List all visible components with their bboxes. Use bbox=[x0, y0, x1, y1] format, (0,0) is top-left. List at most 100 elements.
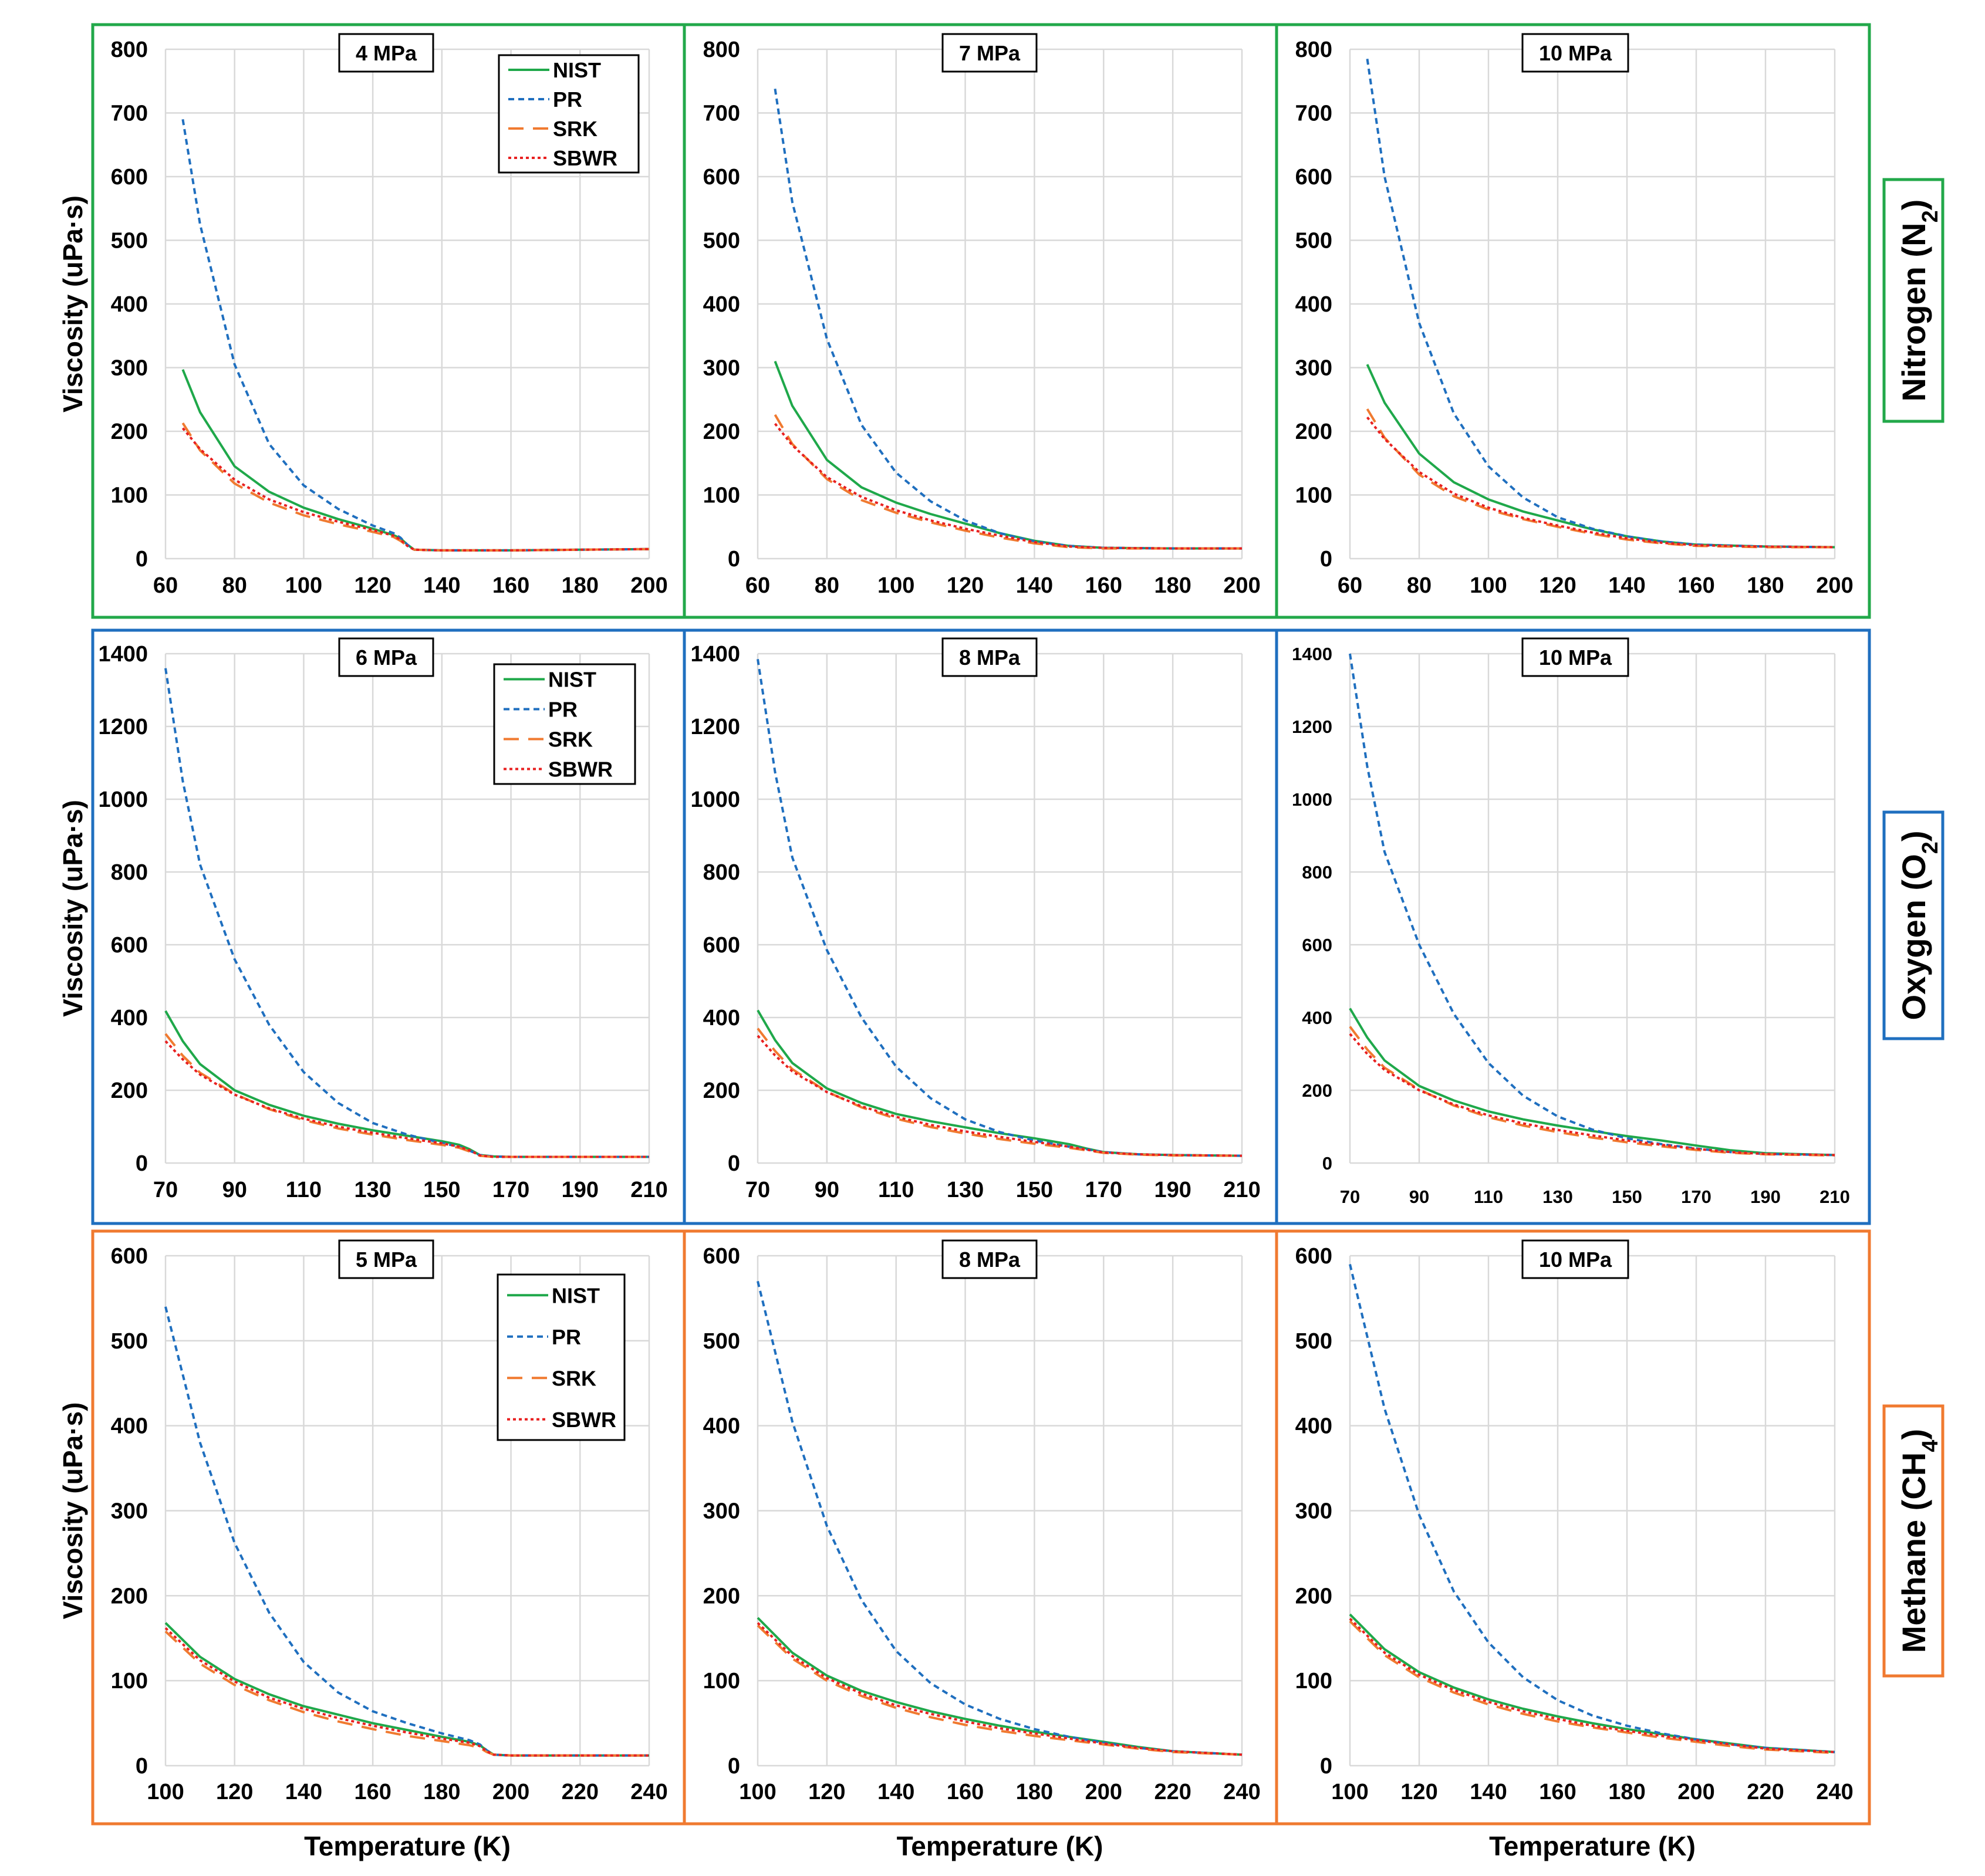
x-tick-label: 240 bbox=[1223, 1780, 1260, 1804]
y-tick-label: 100 bbox=[111, 1669, 148, 1694]
x-tick-label: 200 bbox=[492, 1780, 529, 1804]
y-tick-label: 700 bbox=[703, 102, 740, 126]
legend-label-nist: NIST bbox=[553, 58, 601, 82]
x-tick-label: 160 bbox=[1539, 1780, 1576, 1804]
series-line-nist bbox=[757, 1009, 1243, 1157]
panel-frame bbox=[683, 1229, 1278, 1826]
legend-label-pr: PR bbox=[553, 87, 582, 111]
y-tick-label: 1400 bbox=[690, 642, 740, 667]
x-tick-label: 120 bbox=[216, 1780, 253, 1804]
y-tick-label: 100 bbox=[703, 484, 740, 508]
x-tick-label: 200 bbox=[630, 573, 667, 598]
series-line-srk bbox=[181, 422, 650, 552]
y-tick-label: 0 bbox=[728, 547, 740, 572]
pressure-title-box bbox=[1521, 33, 1629, 73]
pressure-title-box bbox=[941, 1239, 1038, 1279]
pressure-title: 4 MPa bbox=[356, 41, 417, 65]
x-tick-label: 70 bbox=[1340, 1187, 1360, 1207]
x-tick-label: 200 bbox=[1085, 1780, 1122, 1804]
y-tick-label: 400 bbox=[111, 1414, 148, 1439]
x-tick-label: 100 bbox=[1331, 1780, 1368, 1804]
x-tick-label: 80 bbox=[1407, 573, 1432, 598]
series-line-pr bbox=[164, 1306, 649, 1757]
pressure-title-box bbox=[1521, 637, 1629, 677]
y-tick-label: 300 bbox=[703, 1499, 740, 1524]
x-tick-label: 220 bbox=[562, 1780, 599, 1804]
y-tick-label: 400 bbox=[703, 292, 740, 317]
y-tick-label: 800 bbox=[111, 860, 148, 885]
species-label-box bbox=[1882, 810, 1945, 1040]
series-line-pr bbox=[757, 1280, 1243, 1756]
y-axis-label: Viscosity (uPa·s) bbox=[58, 195, 88, 413]
x-tick-label: 90 bbox=[222, 1178, 247, 1202]
x-tick-label: 60 bbox=[745, 573, 770, 598]
x-tick-label: 210 bbox=[1819, 1187, 1850, 1207]
species-label-box bbox=[1882, 178, 1945, 423]
x-tick-label: 220 bbox=[1154, 1780, 1191, 1804]
x-tick-label: 120 bbox=[1400, 1780, 1437, 1804]
x-tick-label: 150 bbox=[1612, 1187, 1642, 1207]
y-tick-label: 0 bbox=[728, 1754, 740, 1779]
y-tick-label: 800 bbox=[1295, 38, 1332, 62]
y-tick-label: 200 bbox=[1295, 420, 1332, 444]
pressure-title-box bbox=[1521, 1239, 1629, 1279]
x-tick-label: 140 bbox=[1470, 1780, 1507, 1804]
pressure-title: 8 MPa bbox=[959, 1248, 1021, 1272]
y-tick-label: 600 bbox=[703, 1244, 740, 1269]
y-tick-label: 200 bbox=[111, 1584, 148, 1608]
y-tick-label: 800 bbox=[1302, 862, 1332, 883]
legend-label-srk: SRK bbox=[548, 728, 593, 752]
y-tick-label: 400 bbox=[111, 1006, 148, 1030]
series-line-pr bbox=[757, 658, 1243, 1157]
x-tick-label: 240 bbox=[1816, 1780, 1853, 1804]
y-tick-label: 200 bbox=[1295, 1584, 1332, 1608]
y-tick-label: 600 bbox=[1295, 1244, 1332, 1269]
x-tick-label: 180 bbox=[1608, 1780, 1645, 1804]
y-tick-label: 0 bbox=[136, 1151, 148, 1176]
y-tick-label: 200 bbox=[111, 1079, 148, 1103]
x-tick-label: 140 bbox=[285, 1780, 322, 1804]
x-tick-label: 90 bbox=[1409, 1187, 1429, 1207]
pressure-title: 8 MPa bbox=[959, 645, 1021, 670]
x-axis-label: Temperature (K) bbox=[304, 1831, 511, 1861]
x-tick-label: 160 bbox=[1085, 573, 1122, 598]
x-tick-label: 180 bbox=[562, 573, 599, 598]
x-tick-label: 100 bbox=[877, 573, 914, 598]
series-line-nist bbox=[757, 1617, 1243, 1756]
x-tick-label: 70 bbox=[153, 1178, 178, 1202]
y-tick-label: 1200 bbox=[690, 715, 740, 739]
series-line-sbwr bbox=[181, 427, 650, 552]
y-tick-label: 500 bbox=[111, 229, 148, 253]
x-tick-label: 80 bbox=[815, 573, 839, 598]
x-tick-label: 130 bbox=[354, 1178, 391, 1202]
x-tick-label: 110 bbox=[286, 1178, 322, 1202]
legend-label-pr: PR bbox=[552, 1325, 581, 1349]
y-tick-label: 800 bbox=[703, 860, 740, 885]
y-tick-label: 800 bbox=[703, 38, 740, 62]
series-line-sbwr bbox=[757, 1622, 1243, 1756]
panel-frame bbox=[683, 628, 1278, 1225]
series-line-srk bbox=[1366, 408, 1835, 549]
y-tick-label: 400 bbox=[703, 1414, 740, 1439]
y-tick-label: 700 bbox=[1295, 102, 1332, 126]
pressure-title-box bbox=[338, 33, 434, 73]
y-tick-label: 500 bbox=[1295, 229, 1332, 253]
pressure-title-box bbox=[941, 33, 1038, 73]
x-tick-label: 180 bbox=[1154, 573, 1191, 598]
x-tick-label: 80 bbox=[222, 573, 247, 598]
legend: NIST PR SRK SBWR bbox=[493, 663, 636, 785]
x-tick-label: 200 bbox=[1816, 573, 1853, 598]
x-tick-label: 170 bbox=[1085, 1178, 1122, 1202]
panel-nitrogen-10mpa: 0 100 200 300 400 500 600 700 800 60 80 100 120 140 16… bbox=[1275, 23, 1871, 619]
series-line-srk bbox=[1349, 1026, 1835, 1157]
panel-nitrogen-4mpa: 0 100 200 300 400 500 600 700 800 60 80 100 120 140 16… bbox=[91, 23, 686, 619]
legend-box bbox=[498, 54, 640, 174]
series-line-sbwr bbox=[774, 422, 1242, 550]
x-tick-label: 160 bbox=[947, 1780, 984, 1804]
y-tick-label: 0 bbox=[728, 1151, 740, 1176]
series-line-sbwr bbox=[1349, 1617, 1835, 1753]
y-tick-label: 400 bbox=[703, 1006, 740, 1030]
series-line-srk bbox=[774, 414, 1242, 550]
panel-frame bbox=[1275, 628, 1871, 1225]
